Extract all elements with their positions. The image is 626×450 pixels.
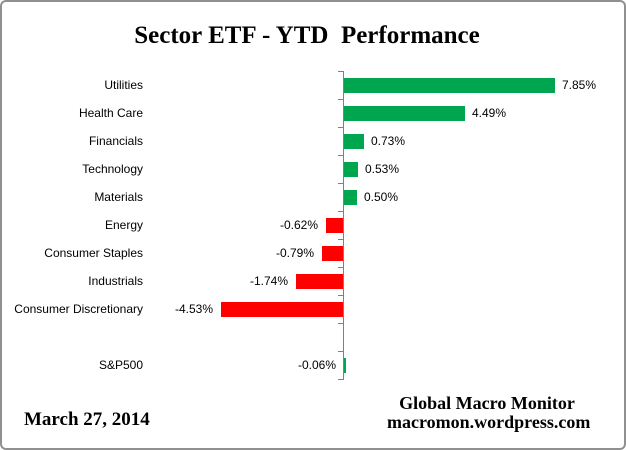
- bar-health-care: [344, 105, 465, 121]
- y-axis-line: [343, 71, 344, 379]
- value-label-consumer-staples: -0.79%: [275, 246, 314, 260]
- axis-tick: [338, 211, 344, 212]
- bar-consumer-staples: [322, 245, 343, 261]
- bar-technology: [344, 161, 358, 177]
- axis-tick: [338, 379, 344, 380]
- category-label-financials: Financials: [88, 134, 143, 148]
- category-label-health-care: Health Care: [78, 106, 143, 120]
- axis-tick: [338, 183, 344, 184]
- value-label-technology: 0.53%: [365, 162, 400, 176]
- category-label-industrials: Industrials: [88, 274, 143, 288]
- value-label-health-care: 4.49%: [472, 106, 507, 120]
- value-label-utilities: 7.85%: [562, 78, 597, 92]
- category-label-s-p500: S&P500: [98, 358, 143, 372]
- category-label-utilities: Utilities: [104, 78, 143, 92]
- category-label-materials: Materials: [94, 190, 143, 204]
- axis-tick: [338, 155, 344, 156]
- category-label-consumer-discretionary: Consumer Discretionary: [14, 302, 143, 316]
- bar-consumer-discretionary: [221, 301, 343, 317]
- footer-credit: Global Macro Monitor macromon.wordpress.…: [387, 393, 591, 432]
- bar-s-p500: [344, 357, 346, 373]
- axis-tick: [338, 71, 344, 72]
- axis-tick: [338, 239, 344, 240]
- value-label-consumer-discretionary: -4.53%: [174, 302, 213, 316]
- footer-credit-line1: Global Macro Monitor: [399, 393, 575, 413]
- axis-tick: [338, 267, 344, 268]
- chart-title: Sector ETF - YTD Performance: [134, 22, 480, 49]
- value-label-financials: 0.73%: [371, 134, 406, 148]
- bar-utilities: [344, 77, 555, 93]
- bar-energy: [326, 217, 343, 233]
- value-label-materials: 0.50%: [364, 190, 399, 204]
- bar-materials: [344, 189, 357, 205]
- value-label-s-p500: -0.06%: [297, 358, 336, 372]
- axis-tick: [338, 295, 344, 296]
- footer-date: March 27, 2014: [24, 409, 150, 430]
- category-label-energy: Energy: [104, 218, 143, 232]
- value-label-energy: -0.62%: [279, 218, 318, 232]
- bar-industrials: [296, 273, 343, 289]
- bar-financials: [344, 133, 364, 149]
- axis-tick: [338, 127, 344, 128]
- axis-tick: [338, 351, 344, 352]
- category-label-consumer-staples: Consumer Staples: [44, 246, 143, 260]
- axis-tick: [338, 323, 344, 324]
- axis-tick: [338, 99, 344, 100]
- value-label-industrials: -1.74%: [249, 274, 288, 288]
- footer-credit-line2: macromon.wordpress.com: [387, 412, 591, 432]
- category-label-technology: Technology: [82, 162, 143, 176]
